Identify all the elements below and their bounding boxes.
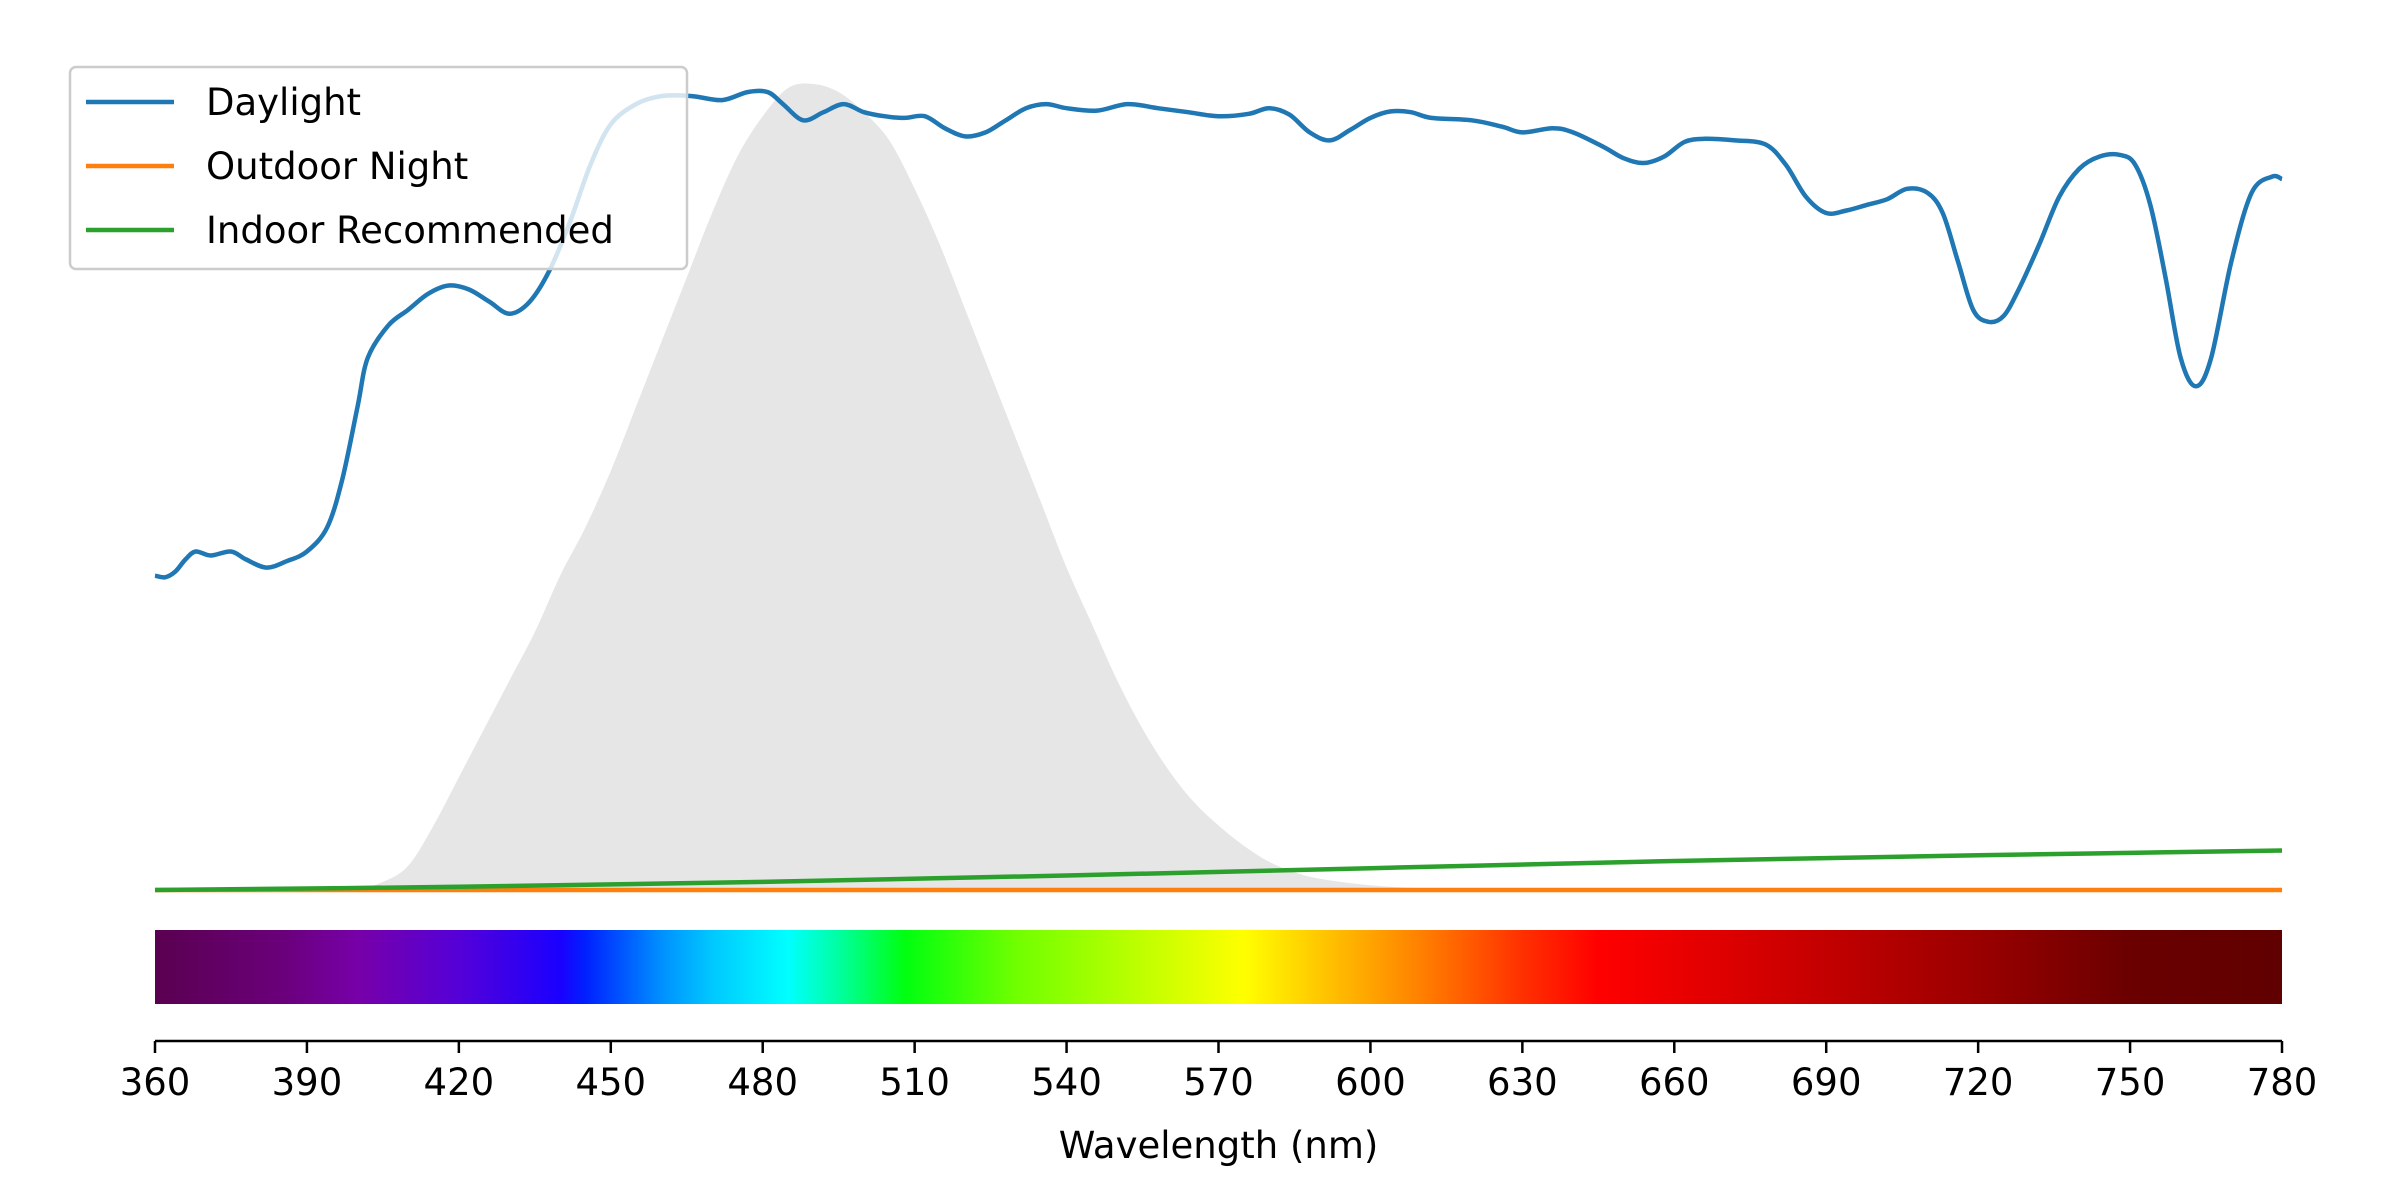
x-axis: 360 390 420 450 480 510 540 570 600 630 660 690 720 7… xyxy=(120,1039,2318,1104)
x-tick-label: 570 xyxy=(1183,1061,1254,1104)
x-tick-label: 690 xyxy=(1791,1061,1862,1104)
x-tick-label: 480 xyxy=(727,1061,798,1104)
x-tick-label: 600 xyxy=(1335,1061,1406,1104)
series-line-daylight xyxy=(154,88,2283,580)
legend-label: Daylight xyxy=(206,81,361,124)
x-tick-label: 390 xyxy=(272,1061,343,1104)
x-tick-label: 450 xyxy=(575,1061,646,1104)
plot-area xyxy=(154,83,2283,893)
x-axis-title: Wavelength (nm) xyxy=(1059,1124,1379,1167)
x-tick-label: 750 xyxy=(2095,1061,2166,1104)
x-tick-label: 360 xyxy=(120,1061,191,1104)
series-line-indoor-recommended xyxy=(154,848,2283,893)
x-tick-label: 540 xyxy=(1031,1061,1102,1104)
x-tick-label: 420 xyxy=(424,1061,495,1104)
legend-label: Indoor Recommended xyxy=(206,209,614,252)
x-tick-label: 630 xyxy=(1487,1061,1558,1104)
sensitivity-area xyxy=(155,83,2282,891)
x-tick-label: 720 xyxy=(1943,1061,2014,1104)
legend: Daylight Outdoor Night Indoor Recommended xyxy=(68,65,689,271)
legend-label: Outdoor Night xyxy=(206,145,468,188)
spectrum-bar xyxy=(155,930,2282,1004)
x-tick-label: 780 xyxy=(2247,1061,2318,1104)
legend-box xyxy=(68,65,689,271)
x-tick-label: 660 xyxy=(1639,1061,1710,1104)
x-tick-label: 510 xyxy=(879,1061,950,1104)
spectrum-bar-group xyxy=(155,930,2282,1004)
